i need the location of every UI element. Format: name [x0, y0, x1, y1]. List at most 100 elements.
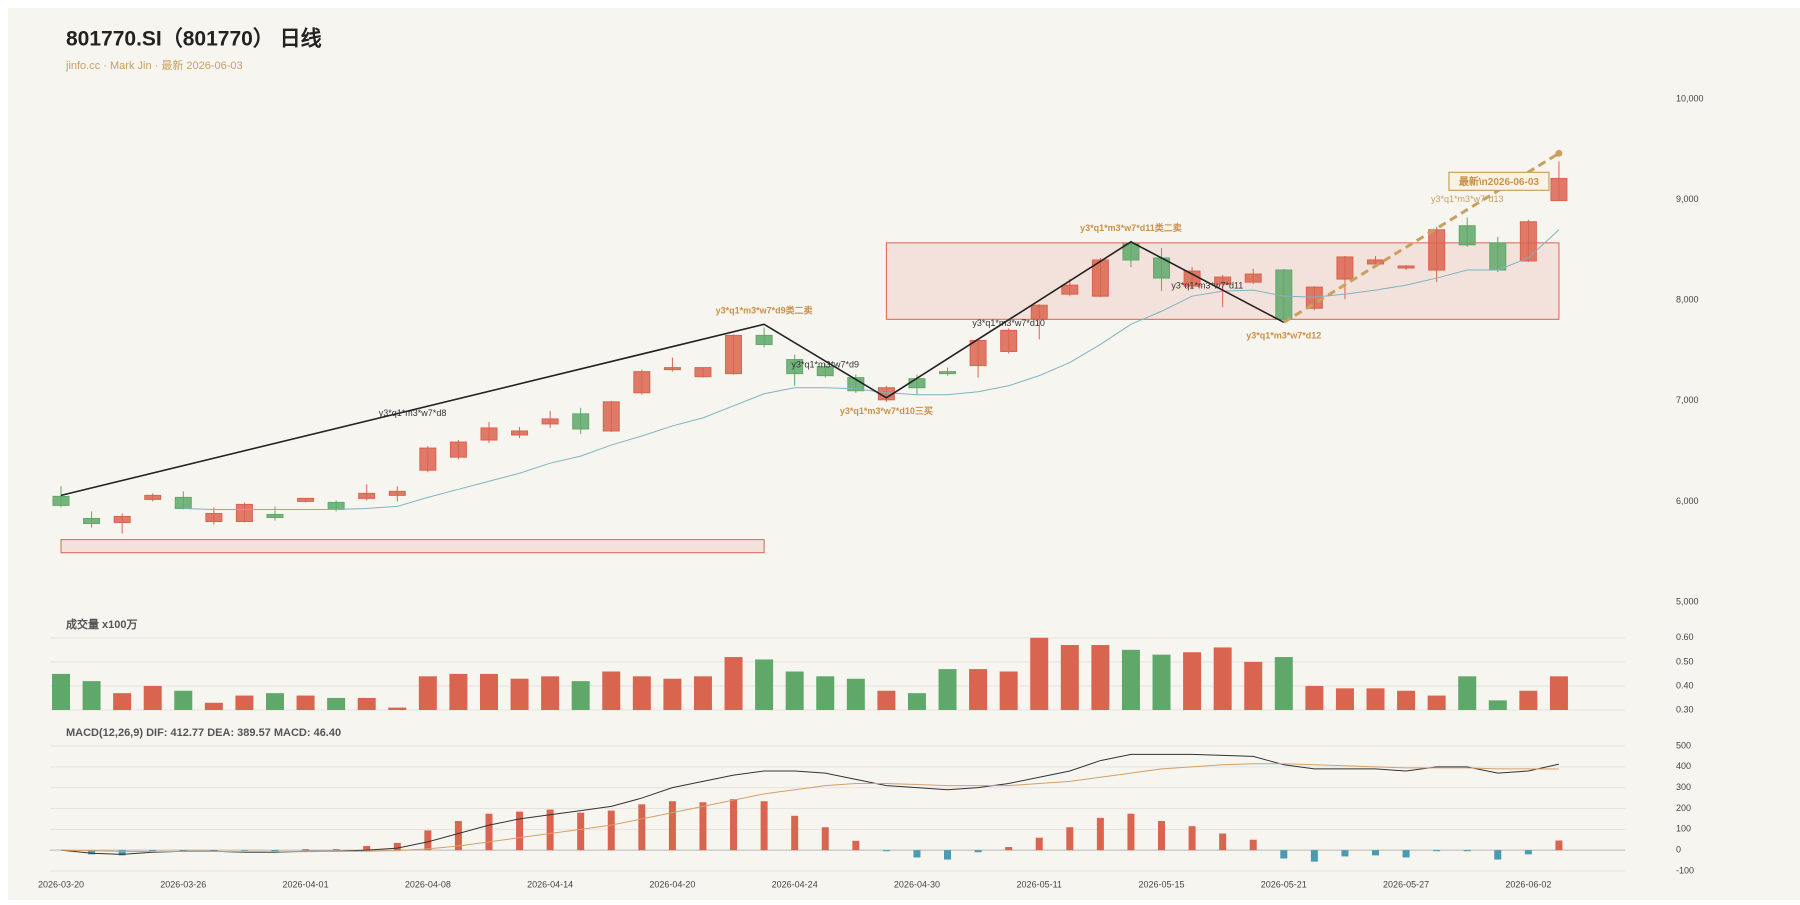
- volume-bar: [1427, 695, 1446, 710]
- volume-bar: [816, 676, 835, 710]
- candle-body: [786, 359, 804, 375]
- segment-label: y3*q1*m3*w7*d11: [1171, 280, 1243, 290]
- chart-subtitle: jinfo.cc · Mark Jin · 最新 2026-06-03: [65, 58, 243, 72]
- volume-bar: [1213, 647, 1232, 710]
- pivot-label: y3*q1*m3*w7*d9类二卖: [716, 305, 813, 316]
- macd-bar: [424, 830, 432, 851]
- candle-body: [1336, 256, 1354, 280]
- y-tick-label: 0.60: [1676, 632, 1694, 642]
- candle-body: [694, 367, 712, 378]
- segment-label: y3*q1*m3*w7*d9: [791, 359, 859, 369]
- candle-body: [1458, 225, 1476, 246]
- y-tick-label: 0: [1676, 845, 1681, 855]
- macd-bar: [1035, 837, 1043, 851]
- candle-body: [1030, 304, 1048, 320]
- volume-bar: [877, 690, 896, 710]
- macd-bar: [1372, 850, 1380, 856]
- candle-body: [1367, 259, 1385, 265]
- candle-body: [1091, 259, 1109, 297]
- candle-body: [1550, 177, 1568, 202]
- y-tick-label: 400: [1676, 761, 1691, 771]
- candle-body: [816, 366, 834, 377]
- macd-bar: [1127, 813, 1135, 851]
- chart-title: 801770.SI（801770） 日线: [66, 27, 322, 51]
- macd-bar: [179, 850, 187, 852]
- x-tick-label: 2026-05-21: [1261, 879, 1307, 889]
- candle-body: [908, 378, 926, 389]
- candle-body: [755, 334, 773, 345]
- candle-body: [205, 512, 223, 523]
- candle-body: [327, 501, 345, 510]
- candle-body: [388, 490, 406, 496]
- volume-bar: [1091, 645, 1110, 710]
- candle-body: [419, 447, 437, 471]
- macd-bar: [1158, 821, 1166, 851]
- candle-body: [1305, 286, 1323, 309]
- candle-body: [144, 494, 162, 500]
- x-tick-label: 2026-04-30: [894, 879, 940, 889]
- volume-bar: [143, 685, 162, 710]
- volume-bar: [1060, 645, 1079, 710]
- macd-bar: [1433, 850, 1441, 852]
- x-tick-label: 2026-05-27: [1383, 879, 1429, 889]
- y-tick-label: 0.40: [1676, 680, 1694, 690]
- card: [8, 8, 1800, 900]
- candle-body: [663, 367, 681, 371]
- volume-bar: [174, 690, 193, 710]
- volume-bar: [113, 693, 132, 710]
- candle-body: [297, 497, 315, 502]
- x-tick-label: 2026-04-14: [527, 879, 573, 889]
- macd-bar: [730, 799, 738, 851]
- macd-bar: [1524, 850, 1532, 855]
- macd-bar: [791, 815, 799, 851]
- x-tick-label: 2026-06-02: [1505, 879, 1551, 889]
- macd-bar: [638, 804, 646, 851]
- candle-body: [511, 430, 529, 436]
- y-tick-label: -100: [1676, 865, 1694, 875]
- volume-bar: [755, 659, 774, 710]
- candle-body: [602, 401, 620, 432]
- volume-bar: [907, 693, 926, 710]
- volume-bar: [418, 676, 437, 710]
- macd-bar: [882, 850, 890, 852]
- macd-bar: [852, 840, 860, 851]
- volume-bar: [1305, 685, 1324, 710]
- macd-line: [60, 763, 1559, 853]
- volume-bar: [846, 678, 865, 710]
- volume-bar: [265, 693, 284, 710]
- stroke-line: [60, 240, 1285, 497]
- candle-body: [1244, 273, 1262, 283]
- macd-bar: [393, 842, 401, 851]
- candle-body: [1489, 242, 1507, 271]
- macd-bar: [1402, 850, 1410, 858]
- candle-body: [1061, 284, 1079, 295]
- volume-bar: [510, 678, 529, 710]
- candle-body: [633, 371, 651, 394]
- volume-bar: [1519, 690, 1538, 710]
- volume-bar: [52, 673, 70, 710]
- macd-bar: [1494, 850, 1502, 860]
- volume-bar: [1152, 654, 1171, 710]
- macd-bar: [1280, 850, 1288, 859]
- macd-bar: [1310, 850, 1318, 862]
- candle-body: [1428, 229, 1446, 271]
- macd-bar: [1096, 817, 1104, 851]
- y-tick-label: 300: [1676, 782, 1691, 792]
- macd-bar: [1188, 826, 1196, 851]
- candle-body: [52, 495, 70, 506]
- volume-bar: [1121, 649, 1140, 710]
- candle-body: [235, 503, 253, 523]
- volume-bar: [938, 669, 957, 710]
- volume-bar: [449, 673, 468, 710]
- x-tick-label: 2026-04-01: [283, 879, 329, 889]
- y-tick-label: 7,000: [1676, 395, 1699, 405]
- macd-bar: [1341, 850, 1349, 857]
- trend-end: [1555, 149, 1563, 157]
- volume-bar: [541, 676, 560, 710]
- candle-body: [1122, 243, 1140, 261]
- candle-body: [1214, 276, 1232, 285]
- y-tick-label: 0.50: [1676, 656, 1694, 666]
- volume-bar: [693, 676, 712, 710]
- macd-bar: [332, 849, 340, 851]
- x-tick-label: 2026-05-11: [1017, 879, 1062, 889]
